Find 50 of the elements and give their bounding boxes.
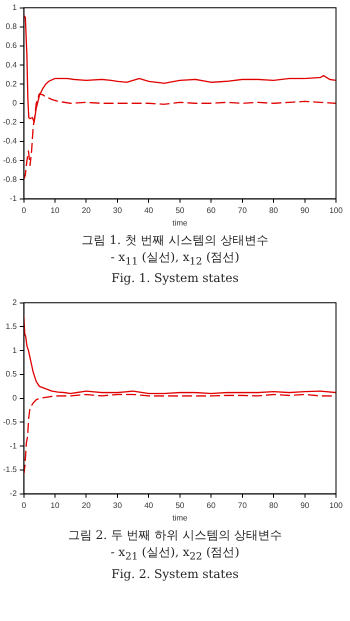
y-tick-label: -0.5: [2, 418, 18, 427]
caption: 그림 2. 두 번째 하위 시스템의 상태변수: [66, 527, 284, 544]
y-tick-label: -0.8: [2, 174, 18, 184]
caption: Fig. 2. System states: [110, 566, 240, 583]
y-tick-label: 0.2: [6, 79, 18, 88]
y-tick-label: -1.5: [2, 466, 18, 475]
y-tick-label: 0: [12, 98, 18, 108]
y-tick-label: 1: [12, 3, 18, 12]
x-tick-label: 10: [50, 501, 60, 510]
caption: Fig. 1. System states: [110, 270, 240, 288]
y-tick-label: -0.4: [2, 136, 18, 146]
y-tick-label: -0.2: [2, 118, 18, 127]
y-tick-label: 0.6: [6, 41, 18, 50]
x-tick-label: 50: [175, 206, 185, 215]
x-tick-label: 20: [82, 206, 92, 215]
y-tick-label: 1.5: [6, 322, 18, 332]
y-tick-label: 0.5: [6, 370, 18, 380]
x-tick-label: 70: [238, 501, 248, 510]
y-tick-label: -0.6: [2, 156, 18, 165]
text: - x$_{21}$ (실선), x$_{22}$ (점선): [110, 544, 240, 565]
x-tick-label: 10: [50, 206, 60, 215]
x-tick-label: 50: [175, 501, 185, 510]
x-tick-label: 30: [112, 206, 122, 215]
x-axis-title: time: [172, 218, 188, 228]
x-tick-label: 80: [269, 206, 279, 215]
x-axis-title: time: [172, 514, 188, 523]
x-tick-label: 0: [22, 501, 27, 510]
x-tick-label: 90: [300, 501, 310, 510]
y-tick-label: 2: [12, 298, 18, 308]
y-tick-label: 0.4: [6, 60, 18, 70]
x-tick-label: 60: [206, 501, 216, 510]
x-tick-label: 0: [22, 206, 27, 215]
y-tick-label: -2: [10, 489, 18, 498]
x-tick-label: 100: [329, 501, 344, 510]
y-tick-label: -1: [10, 442, 18, 451]
x-tick-label: 100: [329, 206, 344, 215]
x-tick-label: 80: [269, 501, 279, 510]
x-tick-label: 90: [300, 206, 310, 215]
caption: 그림 1. 첫 번째 시스템의 상태변수: [80, 232, 270, 249]
text: - x$_{11}$ (실선), x$_{12}$ (점선): [110, 249, 240, 270]
y-tick-label: 1: [12, 346, 18, 356]
y-tick-label: 0.8: [6, 22, 18, 32]
y-tick-label: -1: [10, 194, 18, 204]
y-tick-label: 0: [12, 394, 18, 403]
x-tick-label: 30: [112, 501, 122, 510]
x-tick-label: 20: [82, 501, 92, 510]
x-tick-label: 60: [206, 206, 216, 215]
x-tick-label: 40: [144, 206, 154, 215]
x-tick-label: 40: [144, 501, 154, 510]
x-tick-label: 70: [238, 206, 248, 215]
